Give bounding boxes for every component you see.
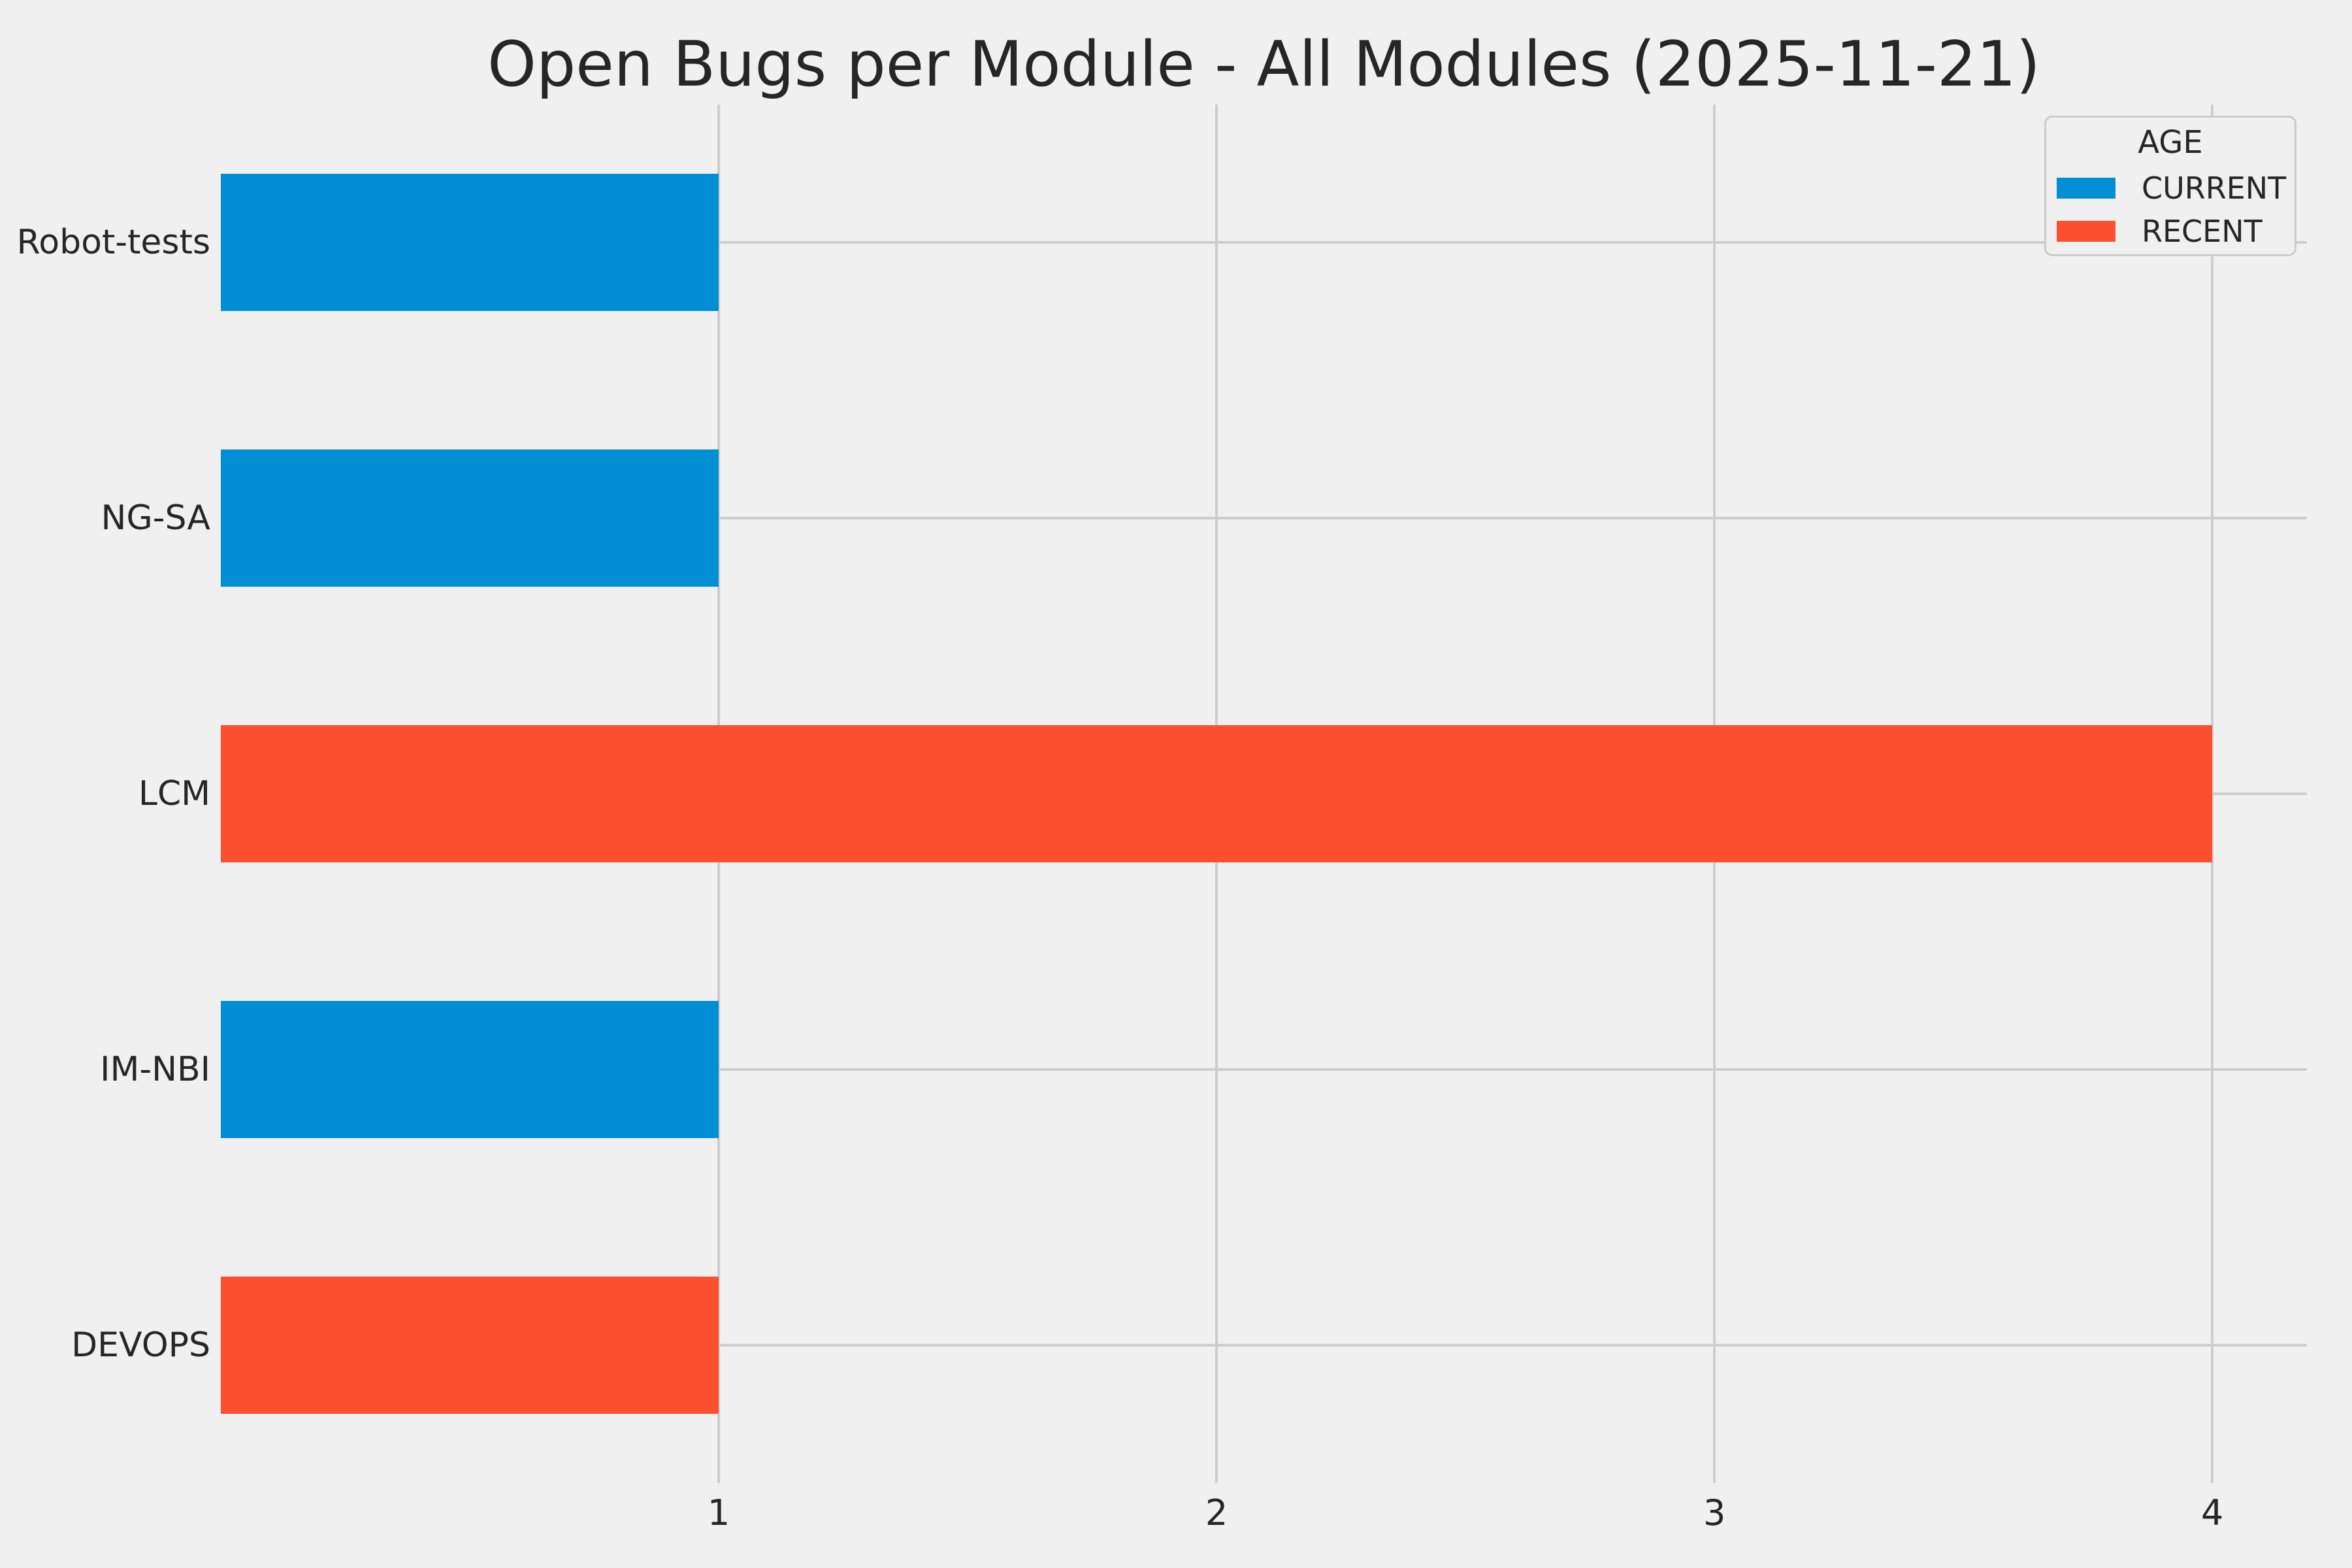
legend-entry-label-current: CURRENT — [2142, 171, 2287, 206]
legend-swatch-recent — [2057, 221, 2115, 242]
x-tick-label-4: 4 — [2201, 1492, 2224, 1533]
legend: AGE CURRENT RECENT — [2044, 116, 2296, 256]
bar-im-nbi — [221, 1001, 719, 1138]
legend-entry-recent: RECENT — [2057, 214, 2284, 248]
bar-devops — [221, 1277, 719, 1414]
y-tick-label-im-nbi: IM-NBI — [100, 1050, 210, 1089]
legend-entry-label-recent: RECENT — [2142, 214, 2262, 249]
gridline-y-devops — [221, 1344, 2307, 1347]
plot-area — [221, 105, 2307, 1483]
y-axis-labels: Robot-tests NG-SA LCM IM-NBI DEVOPS — [0, 105, 210, 1483]
y-tick-label-devops: DEVOPS — [71, 1326, 210, 1365]
legend-entry-current: CURRENT — [2057, 171, 2287, 206]
x-tick-label-3: 3 — [1703, 1492, 1726, 1533]
y-tick-label-lcm: LCM — [138, 774, 210, 813]
chart-title: Open Bugs per Module - All Modules (2025… — [487, 29, 2040, 101]
legend-swatch-current — [2057, 178, 2115, 199]
bar-lcm — [221, 725, 2213, 862]
x-tick-label-1: 1 — [707, 1492, 730, 1533]
gridline-y-robot-tests — [221, 241, 2307, 244]
y-tick-label-ng-sa: NG-SA — [101, 498, 210, 538]
y-tick-label-robot-tests: Robot-tests — [16, 223, 210, 262]
bar-robot-tests — [221, 174, 719, 311]
gridline-y-ng-sa — [221, 517, 2307, 519]
x-axis-ticks: 1 2 3 4 — [221, 1492, 2307, 1544]
x-tick-label-2: 2 — [1205, 1492, 1228, 1533]
bar-ng-sa — [221, 449, 719, 587]
legend-entries: CURRENT RECENT — [2057, 171, 2287, 248]
gridline-y-im-nbi — [221, 1068, 2307, 1071]
legend-title: AGE — [2138, 124, 2203, 161]
